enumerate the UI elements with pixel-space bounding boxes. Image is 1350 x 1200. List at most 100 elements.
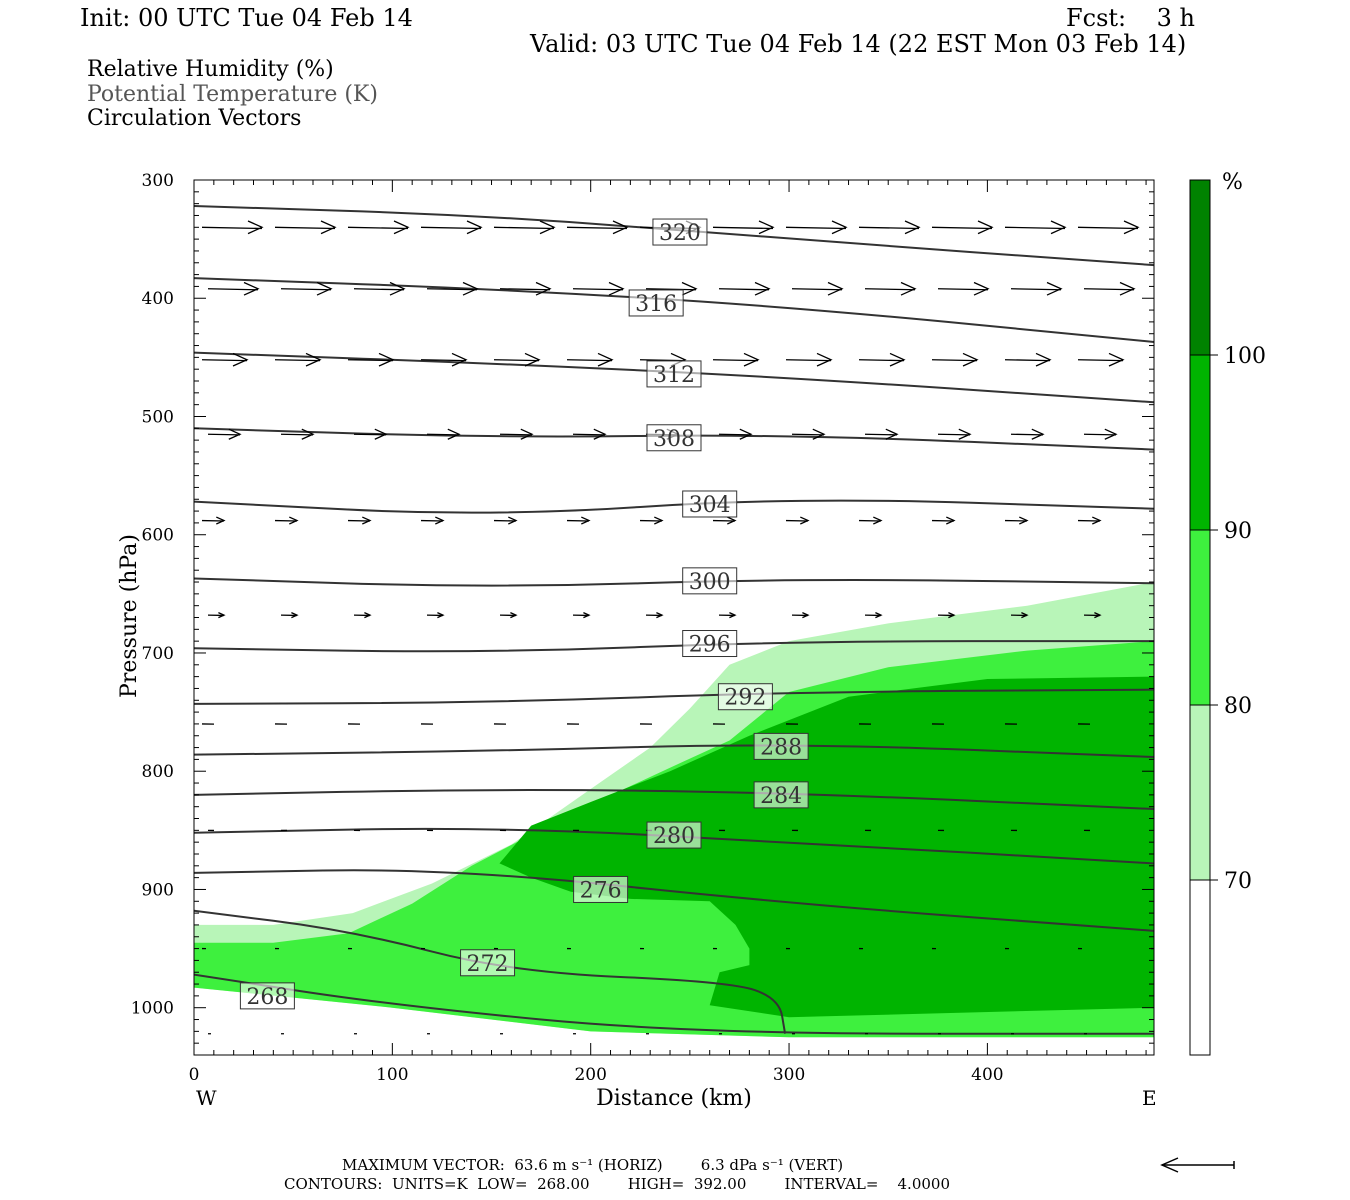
vector-arrow <box>572 288 624 291</box>
vector-arrow <box>207 288 259 291</box>
vector-arrowhead <box>827 281 844 296</box>
x-axis-label: Distance (km) <box>596 1086 752 1111</box>
vector-arrow <box>712 226 774 230</box>
colorbar-unit: % <box>1222 170 1243 195</box>
theta-contour-292 <box>194 688 1154 705</box>
vector-arrow <box>712 359 759 362</box>
x-tick-label: 0 <box>189 1065 200 1085</box>
vector-arrow <box>347 359 394 362</box>
vector-arrow <box>791 433 825 436</box>
x-tick-label: 400 <box>971 1065 1003 1085</box>
vector-arrowhead <box>374 428 388 440</box>
vector-arrow <box>858 226 920 230</box>
contour-label-304: 304 <box>689 493 731 518</box>
vector-arrow <box>499 288 551 291</box>
vector-arrowhead <box>612 220 629 235</box>
vector-arrowhead <box>812 428 826 440</box>
contour-label-box-276 <box>573 875 629 903</box>
vector-arrow <box>493 359 540 362</box>
vector-arrowhead <box>364 612 372 619</box>
theta-contour-280 <box>194 827 1154 865</box>
colorbar-label: 100 <box>1224 344 1266 369</box>
vector-arrowhead <box>1046 281 1063 296</box>
vector-arrowhead <box>232 352 249 367</box>
x-tick-label: 200 <box>574 1065 606 1085</box>
colorbar-label: 90 <box>1224 519 1252 544</box>
x-tick-label: 300 <box>773 1065 805 1085</box>
vector-arrowhead <box>597 352 614 367</box>
theta-field-label: Potential Temperature (K) <box>87 82 378 107</box>
vector-arrowhead <box>447 428 461 440</box>
theta-contour-296 <box>194 640 1154 653</box>
theta-contour-312 <box>194 351 1154 404</box>
vector-arrow <box>274 226 336 230</box>
vector-arrowhead <box>608 281 625 296</box>
vector-arrowhead <box>1094 612 1102 619</box>
contour-label-316: 316 <box>635 292 677 317</box>
theta-contour-284 <box>194 789 1154 811</box>
vector-arrow <box>280 288 332 291</box>
contour-label-box-320 <box>652 218 708 246</box>
vector-arrow <box>937 433 971 436</box>
vector-arrowhead <box>758 220 775 235</box>
contour-label-284: 284 <box>760 784 802 809</box>
vector-arrow <box>718 288 770 291</box>
contour-label-box-300 <box>682 567 738 595</box>
contour-label-288: 288 <box>760 735 802 760</box>
vector-arrowhead <box>1019 516 1029 525</box>
contour-label-box-312 <box>646 360 702 388</box>
theta-contour-288 <box>194 744 1154 759</box>
vector-arrow <box>1004 226 1066 230</box>
vector-arrowhead <box>873 516 883 525</box>
vector-arrowhead <box>301 428 315 440</box>
vector-arrowhead <box>466 220 483 235</box>
theta-contour-300 <box>194 577 1154 587</box>
vector-arrow <box>1083 288 1135 291</box>
vector-arrow <box>420 359 467 362</box>
vector-arrowhead <box>435 516 445 525</box>
vector-arrow <box>499 433 533 436</box>
vector-arrowhead <box>958 428 972 440</box>
vector-arrowhead <box>743 352 760 367</box>
vector-arrowhead <box>393 220 410 235</box>
vector-arrowhead <box>1104 428 1118 440</box>
y-tick-label: 600 <box>142 526 174 546</box>
contour-label-280: 280 <box>653 824 695 849</box>
contour-label-292: 292 <box>724 686 766 711</box>
theta-contour-272 <box>194 909 787 1034</box>
forecast-hour: Fcst: 3 h <box>1066 4 1196 32</box>
contour-label-box-292 <box>717 683 773 711</box>
x-end-label-west: W <box>196 1086 217 1110</box>
y-axis-label: Pressure (hPa) <box>117 534 142 698</box>
vector-arrowhead <box>656 612 664 619</box>
vector-arrow <box>1077 359 1124 362</box>
colorbar: 70 80 90 100 <box>1189 179 1266 1056</box>
colorbar-label: 70 <box>1224 869 1252 894</box>
vector-arrowhead <box>1123 220 1140 235</box>
vector-arrowhead <box>729 612 737 619</box>
vector-arrowhead <box>451 352 468 367</box>
vector-arrow <box>274 359 321 362</box>
vector-arrowhead <box>831 220 848 235</box>
colorbar-swatch <box>1189 529 1211 706</box>
vector-arrowhead <box>754 281 771 296</box>
vector-arrow <box>426 433 460 436</box>
colorbar-swatch <box>1189 704 1211 881</box>
vector-arrowhead <box>243 281 260 296</box>
vector-arrowhead <box>946 516 956 525</box>
contour-label-box-280 <box>646 821 702 849</box>
vector-arrowhead <box>875 612 883 619</box>
vector-arrow <box>426 288 478 291</box>
vector-arrow <box>645 288 697 291</box>
max-vector-note: MAXIMUM VECTOR: 63.6 m s⁻¹ (HORIZ) 6.3 d… <box>342 1156 844 1174</box>
vector-arrowhead <box>291 612 299 619</box>
vector-arrow <box>931 226 993 230</box>
vector-arrow <box>864 433 898 436</box>
vector-arrowhead <box>593 428 607 440</box>
contour-label-box-268 <box>239 982 295 1010</box>
vector-arrowhead <box>1031 428 1045 440</box>
vector-arrowhead <box>289 516 299 525</box>
contour-label-box-296 <box>682 630 738 658</box>
y-tick-label: 500 <box>142 407 174 427</box>
